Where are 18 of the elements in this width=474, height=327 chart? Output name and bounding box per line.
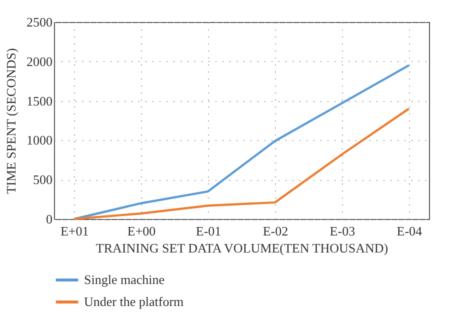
- y-tick-label: 0: [46, 212, 52, 226]
- x-tick-label: E-01: [196, 224, 222, 238]
- legend-label: Under the platform: [84, 294, 184, 309]
- legend-label: Single machine: [84, 272, 165, 287]
- x-tick-label: E-03: [330, 224, 356, 238]
- x-axis-title: TRAINING SET DATA VOLUME(TEN THOUSAND): [96, 240, 388, 256]
- x-tick-label: E-04: [396, 224, 423, 238]
- x-tick-label: E-02: [262, 224, 288, 238]
- y-tick-label: 1000: [26, 132, 52, 148]
- y-axis-title: TIME SPENT (SECONDS): [4, 48, 18, 194]
- line-series: [72, 108, 410, 220]
- y-tick-label: 2500: [26, 14, 52, 30]
- x-tick-label: E+00: [127, 224, 156, 238]
- y-tick-label: 2000: [26, 54, 52, 69]
- y-tick-label: 1500: [26, 93, 52, 108]
- line-series: [72, 64, 410, 220]
- x-tick-label: E+01: [60, 224, 89, 238]
- y-tick-label: 500: [33, 172, 52, 188]
